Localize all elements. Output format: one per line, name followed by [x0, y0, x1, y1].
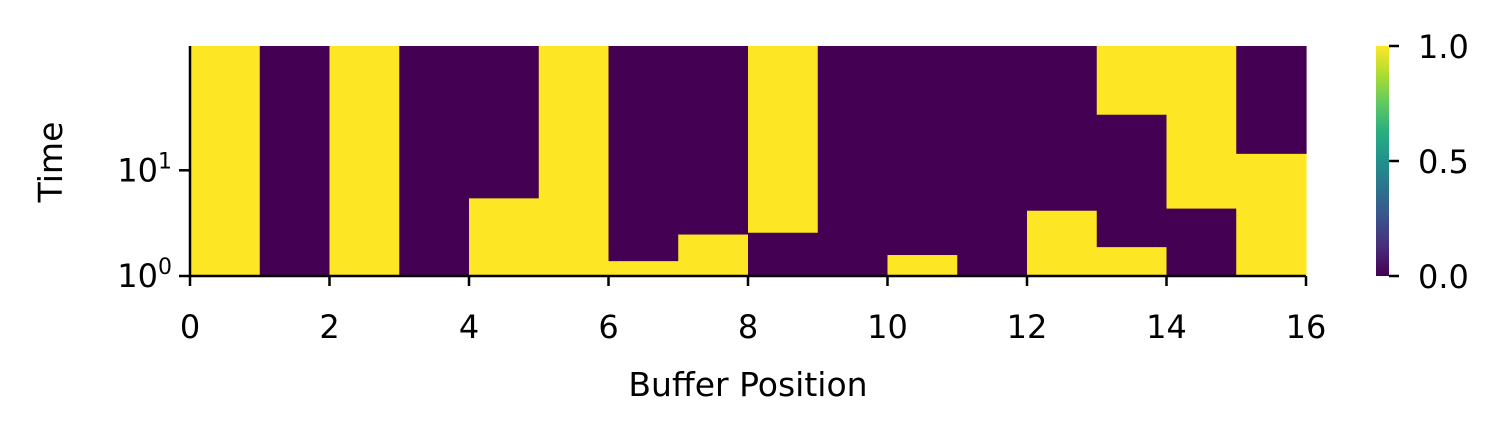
colorbar-tick-label: 0.5 [1418, 143, 1469, 181]
heatmap-cell-pos-3-v0 [399, 46, 470, 277]
heatmap-cell-pos-0-v1 [190, 46, 261, 277]
x-tick-label: 8 [738, 308, 758, 346]
colorbar-gradient [1376, 46, 1389, 276]
y-axis-label: Time [31, 122, 70, 204]
heatmap-cell-pos-7-v1 [678, 233, 749, 277]
x-tick-label: 0 [180, 308, 200, 346]
x-tick-label: 16 [1286, 308, 1327, 346]
heatmap-cell-pos-2-v1 [329, 46, 400, 277]
heatmap-cell-pos-15-v0 [1236, 46, 1307, 154]
heatmap-cell-pos-12-v0 [1027, 46, 1098, 211]
heatmap-cell-pos-10-v1 [887, 254, 958, 277]
y-tick-label: 101 [117, 149, 172, 189]
x-tick-label: 10 [867, 308, 908, 346]
heatmap-cell-pos-6-v0 [608, 46, 679, 262]
heatmap-cell-pos-13-v1 [1096, 246, 1168, 277]
colorbar-tick-label: 1.0 [1418, 28, 1469, 66]
colorbar-tick-label: 0.0 [1418, 258, 1469, 296]
heatmap-cell-pos-7-v0 [678, 46, 749, 235]
x-tick-label: 14 [1146, 308, 1187, 346]
x-axis: 0 2 4 6 8 10 12 14 16 [180, 274, 1327, 346]
heatmap-cell-pos-10-v0 [887, 46, 958, 256]
heatmap-cell-pos-13-v1 [1096, 46, 1168, 115]
x-tick-label: 6 [598, 308, 618, 346]
y-tick-label: 100 [117, 255, 172, 295]
heatmap-cell-pos-4-v1 [469, 197, 540, 277]
heatmap-cell-pos-8-v0 [748, 232, 819, 277]
heatmap-cell-pos-1-v0 [259, 46, 331, 277]
x-tick-label: 4 [459, 308, 479, 346]
heatmap-cells [190, 46, 1307, 277]
heatmap-cell-pos-15-v1 [1236, 153, 1307, 277]
heatmap-cell-pos-13-v0 [1096, 114, 1168, 248]
heatmap-cell-pos-5-v1 [538, 46, 610, 277]
heatmap-cell-pos-9-v0 [817, 46, 889, 277]
heatmap-cell-pos-6-v1 [608, 260, 679, 277]
heatmap-cell-pos-4-v0 [469, 46, 540, 199]
y-axis: 100 101 [117, 46, 192, 295]
colorbar: 0.0 0.5 1.0 [1376, 28, 1469, 296]
heatmap-cell-pos-14-v0 [1166, 207, 1237, 277]
heatmap-cell-pos-12-v1 [1027, 210, 1098, 277]
heatmap-cell-pos-8-v1 [748, 46, 819, 233]
x-axis-label: Buffer Position [628, 365, 867, 404]
heatmap-cell-pos-11-v0 [957, 46, 1028, 277]
x-tick-label: 2 [319, 308, 339, 346]
heatmap-cell-pos-14-v1 [1166, 46, 1237, 209]
x-tick-label: 12 [1007, 308, 1048, 346]
